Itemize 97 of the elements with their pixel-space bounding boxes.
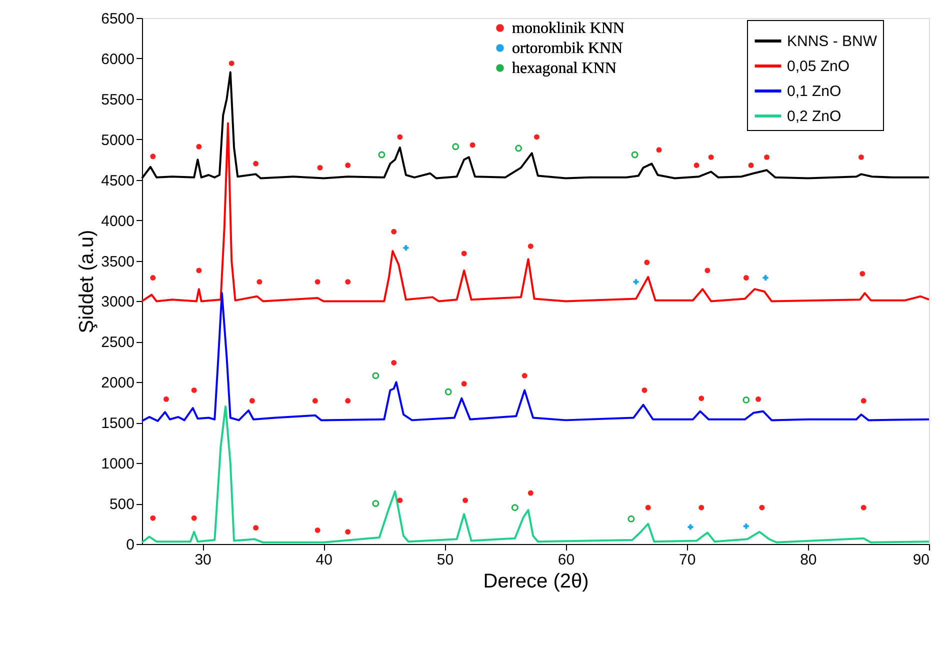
x-tick-label: 70 xyxy=(679,552,696,568)
point xyxy=(249,398,255,404)
point xyxy=(515,144,522,152)
point xyxy=(397,134,403,140)
point xyxy=(858,154,864,160)
point xyxy=(698,396,704,402)
point xyxy=(633,279,639,285)
point xyxy=(345,162,351,168)
point xyxy=(528,243,534,249)
y-tick-label: 2500 xyxy=(101,334,134,352)
point xyxy=(462,498,468,504)
point xyxy=(345,279,351,285)
point xyxy=(860,270,866,276)
point xyxy=(764,154,770,160)
point xyxy=(748,162,754,168)
point xyxy=(150,275,156,280)
x-tick-label: 30 xyxy=(194,552,212,568)
legend-label: 0,2 ZnO xyxy=(787,108,842,125)
point xyxy=(511,504,518,512)
point xyxy=(191,388,197,393)
point xyxy=(759,504,765,510)
y-tick-label: 4500 xyxy=(101,172,134,190)
point xyxy=(191,515,197,521)
point xyxy=(163,396,169,402)
y-tick-label: 1000 xyxy=(101,456,134,473)
point xyxy=(391,360,397,366)
point xyxy=(391,228,397,234)
point xyxy=(698,504,704,510)
legend-label: 0,05 ZnO xyxy=(787,58,850,75)
y-tick-label: 5500 xyxy=(101,91,134,108)
point xyxy=(860,504,866,510)
y-tick-label: 2000 xyxy=(101,374,134,392)
point xyxy=(372,500,380,508)
point xyxy=(631,151,638,158)
point xyxy=(656,147,662,153)
line-series xyxy=(141,122,930,302)
point xyxy=(312,398,318,404)
point xyxy=(452,143,460,150)
point xyxy=(860,398,866,404)
y-tick-label: 500 xyxy=(109,496,134,514)
point xyxy=(345,398,351,404)
y-tick-label: 5000 xyxy=(101,132,134,149)
point xyxy=(150,154,156,160)
point xyxy=(694,162,700,168)
point xyxy=(756,396,762,402)
y-tick-label: 0 xyxy=(126,536,134,554)
y-axis-title: Şiddet (a.u) xyxy=(76,230,98,334)
legend-label: monoklinik KNN xyxy=(512,20,625,37)
point xyxy=(470,142,476,148)
point xyxy=(253,160,259,166)
legend-label: hexagonal KNN xyxy=(512,60,617,77)
x-tick-label: 80 xyxy=(800,552,817,568)
point xyxy=(534,134,540,140)
point xyxy=(196,268,202,274)
x-axis-title: Derece (2θ) xyxy=(483,570,589,592)
point xyxy=(461,381,467,387)
point xyxy=(196,144,202,150)
x-tick-label: 40 xyxy=(316,552,332,568)
point xyxy=(528,490,534,496)
point xyxy=(628,515,635,522)
point xyxy=(397,498,403,504)
x-tick-label: 60 xyxy=(558,552,575,568)
y-tick-label: 6000 xyxy=(101,50,134,68)
legend-label: KNNS - BNW xyxy=(787,33,878,50)
point xyxy=(742,396,750,404)
point xyxy=(645,504,651,510)
point xyxy=(314,528,320,533)
point xyxy=(314,279,320,285)
point xyxy=(743,523,749,529)
point xyxy=(762,275,768,280)
point xyxy=(522,372,528,378)
legend-label: 0,1 ZnO xyxy=(787,83,842,100)
y-tick-label: 6500 xyxy=(101,10,134,28)
point xyxy=(228,60,234,66)
point xyxy=(253,525,259,531)
point xyxy=(345,529,351,535)
x-tick-label: 90 xyxy=(912,552,930,568)
y-tick-label: 3500 xyxy=(101,253,134,270)
y-tick-label: 3000 xyxy=(101,294,134,311)
point xyxy=(372,372,380,380)
point xyxy=(642,388,648,393)
point xyxy=(704,268,710,274)
line-series xyxy=(141,292,930,422)
y-tick-label: 1500 xyxy=(101,415,134,432)
point xyxy=(256,279,262,285)
point xyxy=(743,275,749,280)
x-tick-label: 50 xyxy=(436,552,454,568)
point xyxy=(444,388,452,396)
point xyxy=(708,154,714,160)
point xyxy=(403,245,409,251)
point xyxy=(150,515,156,521)
point xyxy=(644,260,650,266)
point xyxy=(461,250,467,256)
y-tick-label: 4000 xyxy=(101,212,134,230)
point xyxy=(317,164,323,170)
point xyxy=(378,151,386,158)
legend-label: ortorombik KNN xyxy=(512,40,624,57)
